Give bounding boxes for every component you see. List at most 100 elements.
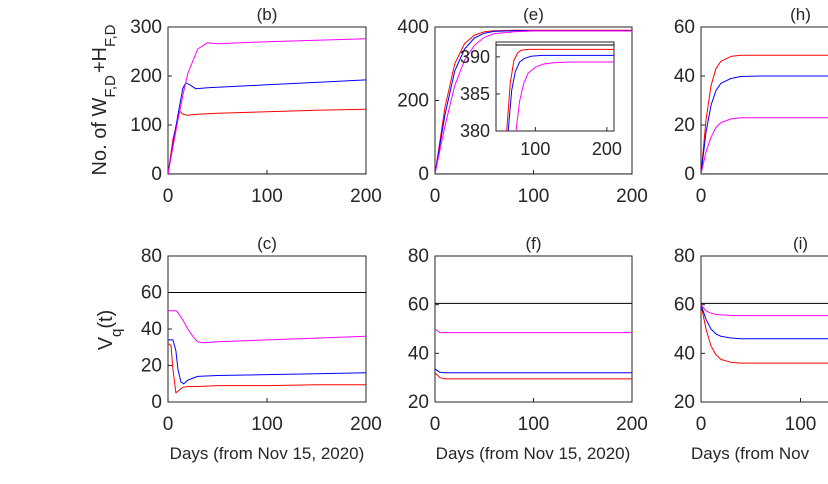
- panel-c-series-group: [168, 292, 366, 394]
- panel-c-axes: 0 20 40 60 80 0 100 200: [141, 246, 382, 435]
- panel-i-series-group: [701, 302, 828, 364]
- panel-e-inset-line-red: [506, 48, 614, 131]
- panel-i-xtick-label-0: 0: [696, 414, 707, 435]
- panel-b: 0 100 200 300 0 100 200 (b): [130, 5, 382, 207]
- panel-e-inset-xtick-label-0: 100: [520, 139, 550, 159]
- panel-e-ytick-label-2: 400: [397, 17, 429, 38]
- panel-h-ytick-label-0: 0: [684, 164, 695, 185]
- panel-h-ytick-label-2: 40: [674, 66, 695, 87]
- panel-b-ytick-label-2: 200: [130, 66, 162, 87]
- panel-e: 0 200 400 0 100 200 (e) 380 385 390 100 200: [397, 5, 648, 207]
- panel-c-ytick-label-3: 60: [141, 283, 162, 304]
- ylabel-bottom-sub: q: [108, 329, 125, 337]
- panel-e-axes: 0 200 400 0 100 200: [397, 17, 648, 207]
- panel-i-title: (i): [793, 234, 808, 253]
- panel-e-xtick-label-2: 200: [616, 186, 648, 207]
- panel-f-ytick-label-0: 20: [408, 392, 429, 413]
- panel-f-line-red: [435, 372, 632, 380]
- panel-e-inset-ytick-label-1: 385: [460, 84, 490, 104]
- panel-b-ytick-label-1: 100: [130, 115, 162, 136]
- ylabel-top-mid: +H: [89, 47, 111, 73]
- panel-f-xtick-label-1: 100: [518, 414, 550, 435]
- panel-i-xtick-label-1: 100: [785, 414, 817, 435]
- panel-c-ytick-label-0: 0: [151, 392, 162, 413]
- panel-h-ytick-label-3: 60: [674, 17, 695, 38]
- ylabel-bottom: Vq(t): [95, 310, 125, 351]
- panel-f-line-magenta: [435, 328, 632, 334]
- panel-c-line-magenta: [168, 310, 366, 344]
- panel-i-ytick-label-0: 20: [674, 392, 695, 413]
- panel-e-inset-ytick-label-2: 390: [460, 47, 490, 67]
- panel-h-title: (h): [790, 5, 811, 24]
- panel-e-inset-axes: 380 385 390 100 200: [460, 41, 622, 159]
- panel-h-xtick-label-0: 0: [696, 186, 707, 207]
- panel-f-xtick-label-2: 200: [616, 414, 648, 435]
- panel-i-line-red: [701, 304, 828, 364]
- ylabel-bottom-tail: (t): [95, 310, 117, 329]
- panel-c-ytick-label-2: 40: [141, 319, 162, 340]
- panel-f-ytick-label-1: 40: [408, 343, 429, 364]
- panel-h-line-magenta: [701, 117, 828, 174]
- panel-e-inset-ytick-label-0: 380: [460, 121, 490, 141]
- xlabel-i: Days (from Nov: [691, 444, 810, 463]
- panel-i-ytick-label-2: 60: [674, 295, 695, 316]
- panel-b-xtick-label-1: 100: [251, 186, 283, 207]
- panel-b-line-blue: [168, 79, 366, 174]
- panel-h-line-red: [701, 54, 828, 174]
- panel-e-inset-line-blue: [507, 54, 614, 131]
- panel-f: 20 40 60 80 0 100 200 (f): [408, 234, 648, 435]
- panel-b-line-magenta: [168, 38, 366, 174]
- xlabel-f: Days (from Nov 15, 2020): [436, 444, 631, 463]
- panel-f-axes: 20 40 60 80 0 100 200: [408, 246, 648, 435]
- panel-c: 0 20 40 60 80 0 100 200 (c): [141, 234, 382, 435]
- panel-b-axes: 0 100 200 300 0 100 200: [130, 17, 382, 207]
- panel-h-line-blue: [701, 75, 828, 174]
- panel-i: 20 40 60 80 0 100 (i): [674, 234, 828, 435]
- panel-c-xtick-label-2: 200: [350, 414, 382, 435]
- panel-i-axes: 20 40 60 80 0 100: [674, 246, 828, 435]
- panel-h-axes: 0 20 40 60 0: [674, 17, 828, 207]
- panel-f-line-blue: [435, 368, 632, 374]
- panel-e-inset-series-group: [496, 44, 614, 131]
- panel-e-title: (e): [523, 5, 544, 24]
- panel-c-ytick-label-4: 80: [141, 246, 162, 267]
- xlabel-c: Days (from Nov 15, 2020): [170, 444, 365, 463]
- panel-b-ytick-label-3: 300: [130, 17, 162, 38]
- panel-e-line-magenta: [435, 30, 632, 174]
- panel-c-line-blue: [168, 339, 366, 385]
- panel-e-ytick-label-1: 200: [397, 91, 429, 112]
- panel-c-xtick-label-0: 0: [163, 414, 174, 435]
- panel-i-ytick-label-1: 40: [674, 343, 695, 364]
- panel-f-ytick-label-3: 80: [408, 246, 429, 267]
- ylabel-top-base: No. of W: [89, 98, 111, 176]
- panel-e-inset-xtick-label-1: 200: [592, 139, 622, 159]
- panel-c-line-red: [168, 343, 366, 394]
- ylabel-top-sub2: F,D: [102, 24, 119, 47]
- panel-e-xtick-label-1: 100: [518, 186, 550, 207]
- ylabel-top: No. of WF,D+HF,D: [89, 24, 119, 175]
- panel-b-ytick-label-0: 0: [151, 164, 162, 185]
- panel-f-xtick-label-0: 0: [430, 414, 441, 435]
- panel-e-series-group: [435, 29, 632, 174]
- panel-f-ytick-label-2: 60: [408, 295, 429, 316]
- ylabel-top-sub1: F,D: [102, 75, 119, 98]
- panel-b-title: (b): [257, 5, 278, 24]
- panel-c-xtick-label-1: 100: [251, 414, 283, 435]
- panel-b-xtick-label-2: 200: [350, 186, 382, 207]
- panel-f-series-group: [435, 302, 632, 380]
- panel-c-title: (c): [257, 234, 277, 253]
- panel-f-title: (f): [525, 234, 541, 253]
- panel-i-line-blue: [701, 304, 828, 340]
- panel-h-ytick-label-1: 20: [674, 115, 695, 136]
- panel-i-line-magenta: [701, 304, 828, 317]
- panel-h: 0 20 40 60 0 (h): [674, 5, 828, 207]
- panel-b-xtick-label-0: 0: [163, 186, 174, 207]
- panel-e-xtick-label-0: 0: [430, 186, 441, 207]
- panel-h-series-group: [701, 54, 828, 174]
- panel-c-ytick-label-1: 20: [141, 356, 162, 377]
- panel-e-inset-line-magenta: [515, 61, 614, 131]
- ylabel-bottom-base: V: [95, 336, 117, 350]
